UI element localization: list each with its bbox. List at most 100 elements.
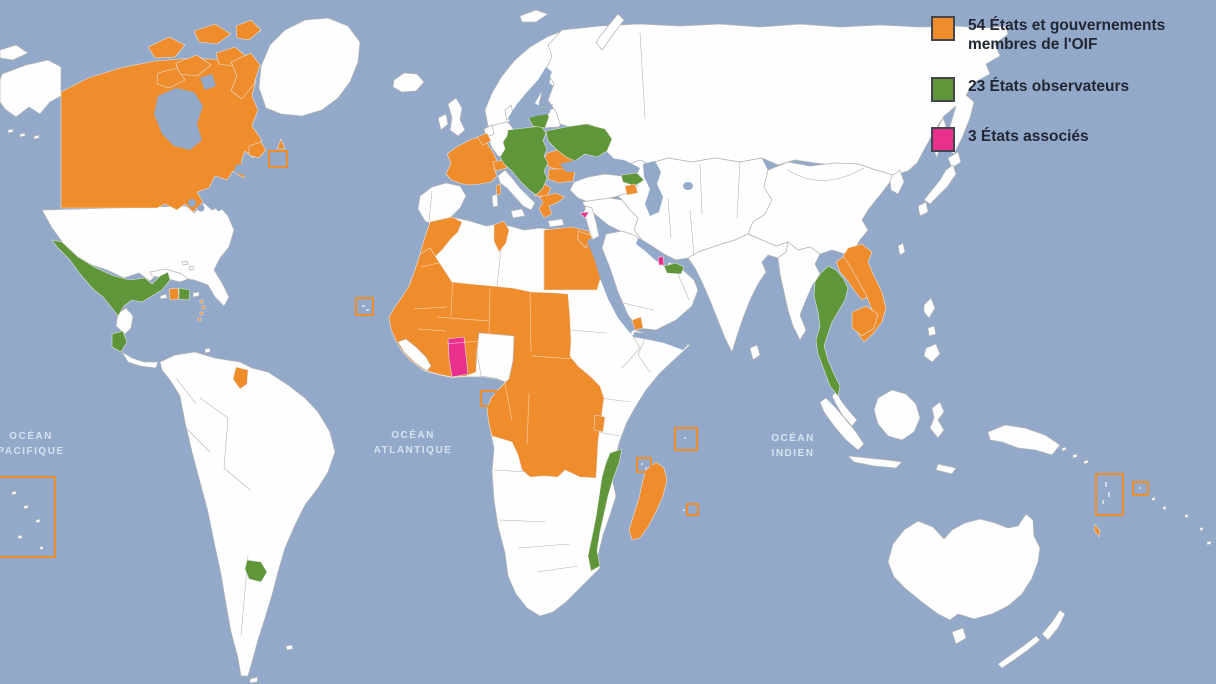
arctic-island [193, 23, 232, 45]
region-sinai [577, 230, 593, 249]
region-central-america [115, 307, 134, 335]
country-armenia [624, 183, 639, 196]
island-dot [1139, 487, 1141, 489]
country-iberia [417, 182, 467, 228]
islands-polynesia [11, 490, 44, 551]
border-line [599, 397, 631, 403]
islands-solomon [1061, 446, 1089, 465]
water-overlays [154, 67, 693, 350]
islands-svalbard [519, 9, 549, 23]
island-dot [683, 509, 685, 511]
island-new-guinea [987, 424, 1061, 456]
associate-color-swatch [931, 127, 955, 152]
great-lake [207, 200, 213, 206]
country-georgia [620, 172, 645, 187]
territory-boxes [0, 150, 1149, 558]
island-tasmania [951, 627, 967, 645]
mark-spm [276, 138, 286, 150]
box-vanuatu [1095, 473, 1124, 516]
country-haiti [168, 287, 180, 301]
foxe-basin [200, 74, 216, 90]
box-wallis [1132, 481, 1149, 496]
island-java [847, 455, 903, 469]
region-iraq-syria [581, 197, 643, 241]
great-lake [188, 199, 196, 207]
legend-item-members: 54 États et gouvernements membres de l'O… [931, 16, 1200, 54]
border-line [596, 431, 621, 437]
observer-color-swatch [931, 77, 955, 102]
great-lake [224, 201, 230, 207]
border-line [699, 163, 703, 215]
island-crete [547, 218, 565, 228]
country-qatar [657, 255, 665, 266]
member-states [60, 19, 1101, 541]
border-line [526, 392, 530, 445]
border-line [223, 467, 251, 491]
island-dot [1108, 492, 1110, 497]
great-lake [216, 205, 222, 211]
border-line [787, 167, 865, 181]
island-tierra-del-fuego [249, 676, 259, 684]
country-chukotka [0, 44, 29, 61]
border-line [413, 306, 448, 310]
border-line [499, 519, 547, 523]
island-nz-south [997, 635, 1041, 669]
country-djibouti [631, 316, 644, 331]
island-sulawesi [929, 401, 945, 439]
ocean-label-line: INDIEN [771, 448, 815, 459]
country-greece [538, 192, 566, 219]
border-line [185, 427, 211, 453]
island-honshu [923, 164, 957, 205]
country-france [445, 136, 498, 186]
continent-south-america [159, 351, 336, 677]
country-thailand [813, 265, 849, 397]
country-korea [889, 169, 905, 195]
island-trinidad [204, 347, 211, 354]
island-dot [366, 309, 369, 311]
country-ukraine [545, 123, 613, 162]
legend-item-observers: 23 États observateurs [931, 77, 1129, 102]
border-line [445, 340, 480, 345]
island-visayas [927, 325, 937, 337]
country-cyprus [579, 211, 590, 219]
gulf-of-aden [633, 332, 688, 350]
island-dot [645, 467, 647, 469]
gulf-st-lawrence [234, 162, 258, 176]
legend-label-members: 54 États et gouvernements membres de l'O… [968, 17, 1166, 53]
islands-lesser-antilles [197, 299, 206, 322]
box-saint-pierre-et-miquelon [268, 150, 288, 168]
border-line [609, 299, 655, 311]
island-hokkaido [947, 151, 962, 169]
country-australia [887, 513, 1041, 621]
arctic-island [147, 36, 186, 59]
country-dominican-republic [178, 287, 191, 301]
legend-label-associates: 3 États associés [968, 128, 1089, 145]
island-sardinia [491, 193, 499, 208]
ocean-label-indian: OCÉAN INDIEN [738, 431, 848, 461]
island-luzon [923, 297, 936, 319]
island-dot [684, 437, 686, 439]
region-liberia-sierra-leone [397, 338, 432, 372]
ocean-label-line: ATLANTIQUE [373, 445, 453, 456]
island-timor [935, 463, 957, 475]
islands-bahamas [181, 260, 195, 271]
country-tunisia [493, 220, 510, 253]
island-dot [641, 463, 643, 465]
country-costa-rica [111, 330, 128, 353]
border-line [531, 355, 575, 360]
baltic-sea [508, 67, 553, 124]
country-uae [663, 262, 685, 275]
island-jamaica [159, 293, 168, 300]
great-lake [197, 204, 205, 212]
border-line [450, 251, 455, 317]
border-line [488, 287, 491, 339]
border-line [428, 190, 433, 222]
island-kyushu [917, 201, 929, 217]
orange-internal-borders [413, 251, 575, 445]
red-sea [587, 238, 635, 333]
border-line [199, 397, 229, 469]
box-maurice [686, 503, 699, 516]
late-colored [447, 172, 685, 378]
